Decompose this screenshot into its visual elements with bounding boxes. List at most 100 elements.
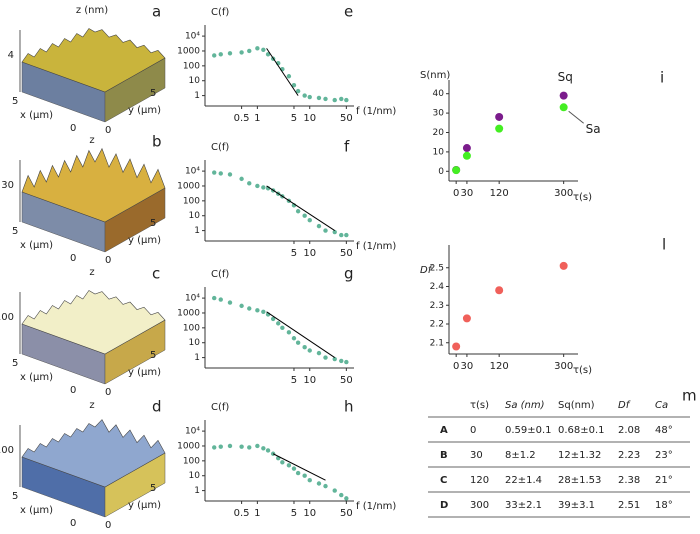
table-cell: 120	[470, 475, 489, 486]
data-point	[218, 171, 223, 176]
x-tick-label: 0	[453, 361, 459, 372]
data-point	[212, 170, 217, 175]
data-point	[316, 223, 322, 229]
fit-line	[266, 185, 336, 232]
data-point	[261, 309, 266, 314]
x-tick-label: 300	[554, 361, 573, 372]
table-cell: 39±3.1	[558, 500, 595, 511]
table-cell: 2.08	[618, 425, 640, 436]
data-point	[307, 348, 312, 353]
x-tick-label: 5	[12, 226, 18, 237]
table-cell: 2.38	[618, 475, 640, 486]
data-point	[316, 95, 322, 101]
table-cell: 2.51	[618, 500, 640, 511]
data-point	[332, 488, 337, 493]
data-point	[227, 300, 233, 305]
data-point	[247, 445, 252, 450]
data-point	[302, 473, 307, 478]
x-tick-label: 0	[70, 518, 76, 529]
data-point	[280, 460, 285, 465]
x-tick-label: 30	[461, 361, 474, 372]
data-point	[462, 144, 471, 153]
y-tick-label: 0	[105, 387, 111, 398]
z-tick-label: 30	[1, 180, 14, 191]
data-point	[339, 96, 344, 102]
data-point	[261, 47, 266, 52]
y-label: y (μm)	[128, 235, 161, 246]
table-cell: 48°	[655, 425, 673, 436]
y-tick-label: 5	[150, 350, 156, 361]
x-tick-label: 0.5	[234, 113, 250, 124]
x-tick-label: 10	[303, 375, 316, 386]
data-point	[212, 295, 217, 301]
x-tick-label: 1	[254, 508, 260, 519]
data-point	[559, 91, 568, 100]
data-point	[280, 325, 285, 331]
table-letter: m	[682, 387, 697, 405]
y-tick-label: 100	[183, 196, 200, 206]
data-point	[261, 446, 266, 451]
table-cell: 300	[470, 500, 489, 511]
data-point	[452, 166, 461, 175]
y-tick-label: 10⁴	[185, 294, 200, 304]
data-point	[247, 181, 252, 186]
surface-top	[21, 147, 166, 223]
data-point	[218, 52, 223, 57]
data-point	[291, 466, 297, 471]
y-label: Df	[420, 265, 433, 276]
data-point	[302, 93, 307, 98]
y-label: y (μm)	[128, 500, 161, 511]
y-tick-label: 1000	[177, 308, 200, 318]
x-label: f (1/nm)	[356, 106, 396, 117]
table-cell: 33±2.1	[505, 500, 542, 511]
table-cell: 28±1.53	[558, 475, 601, 486]
data-point	[495, 286, 504, 295]
data-point	[323, 483, 328, 489]
y-tick-label: 1000	[177, 181, 200, 191]
z-tick-label: 100	[0, 312, 14, 323]
data-point	[302, 345, 307, 350]
table-header: Ca	[655, 400, 668, 411]
y-tick-label: 10⁴	[185, 427, 200, 437]
table-cell: B	[440, 450, 448, 461]
data-point	[255, 308, 260, 313]
y-tick-label: 2.5	[430, 263, 444, 273]
x-tick-label: 5	[291, 375, 297, 386]
x-tick-label: 0	[70, 385, 76, 396]
x-label: x (μm)	[20, 240, 53, 251]
data-point	[344, 359, 349, 365]
y-tick-label: 40	[433, 89, 445, 99]
x-tick-label: 1	[254, 113, 260, 124]
data-point	[559, 103, 568, 112]
x-tick-label: 50	[340, 375, 353, 386]
data-point	[247, 48, 252, 54]
y-tick-label: 30	[433, 109, 445, 119]
x-tick-label: 120	[490, 361, 509, 372]
table-cell: 22±1.4	[505, 475, 542, 486]
data-point	[332, 97, 337, 103]
x-tick-label: 10	[303, 248, 316, 259]
panel-letter: b	[152, 133, 162, 151]
data-point	[218, 444, 223, 449]
y-tick-label: 20	[433, 128, 445, 138]
fit-line	[266, 48, 299, 96]
y-tick-label: 0	[105, 520, 111, 530]
table-cell: 12±1.32	[558, 450, 601, 461]
x-label: τ(s)	[573, 365, 592, 376]
y-tick-label: 100	[183, 61, 200, 71]
y-label: y (μm)	[128, 367, 161, 378]
data-point	[302, 213, 307, 218]
data-point	[332, 229, 337, 235]
data-point	[295, 88, 301, 94]
y-tick-label: 5	[150, 88, 156, 99]
x-tick-label: 10	[303, 113, 316, 124]
data-point	[495, 112, 504, 121]
series-label: Sq	[558, 70, 573, 84]
table-header: τ(s)	[470, 400, 489, 411]
table-cell: 23°	[655, 450, 673, 461]
y-label: C(f)	[211, 142, 229, 153]
data-point	[323, 228, 328, 233]
y-tick-label: 100	[183, 323, 200, 333]
data-point	[247, 306, 252, 311]
data-point	[339, 492, 344, 498]
